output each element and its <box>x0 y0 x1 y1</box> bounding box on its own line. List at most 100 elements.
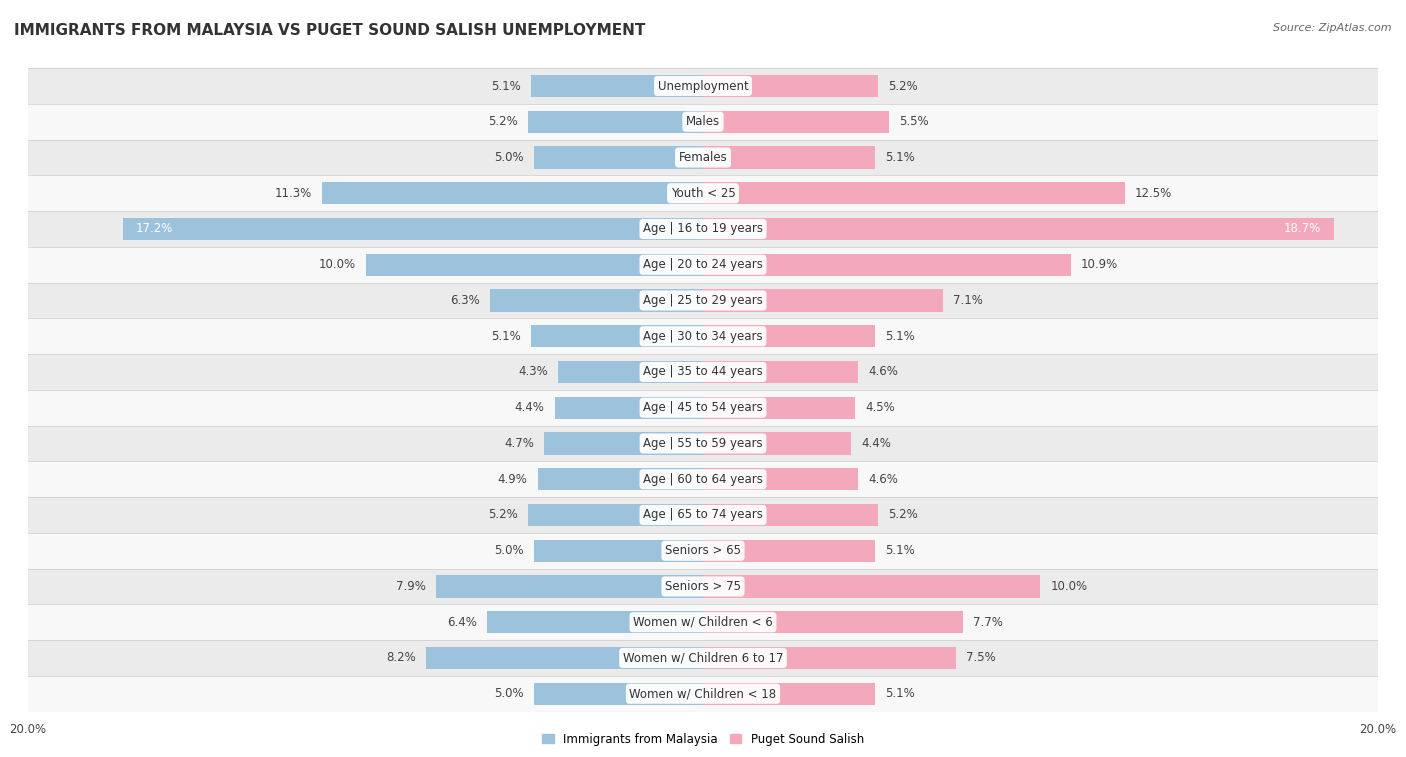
Text: 4.3%: 4.3% <box>517 366 548 378</box>
Bar <box>426 647 703 669</box>
Bar <box>703 326 875 347</box>
Text: 4.5%: 4.5% <box>865 401 894 414</box>
Text: Age | 16 to 19 years: Age | 16 to 19 years <box>643 223 763 235</box>
Text: 5.1%: 5.1% <box>886 544 915 557</box>
Text: Age | 55 to 59 years: Age | 55 to 59 years <box>643 437 763 450</box>
Bar <box>531 75 703 97</box>
Bar <box>558 361 703 383</box>
Text: 12.5%: 12.5% <box>1135 187 1173 200</box>
Text: Women w/ Children < 6: Women w/ Children < 6 <box>633 615 773 629</box>
Text: 5.2%: 5.2% <box>488 115 517 128</box>
Text: Seniors > 65: Seniors > 65 <box>665 544 741 557</box>
Text: 7.7%: 7.7% <box>973 615 1002 629</box>
Text: 5.1%: 5.1% <box>491 330 520 343</box>
Bar <box>703 540 875 562</box>
Text: IMMIGRANTS FROM MALAYSIA VS PUGET SOUND SALISH UNEMPLOYMENT: IMMIGRANTS FROM MALAYSIA VS PUGET SOUND … <box>14 23 645 38</box>
Text: Females: Females <box>679 151 727 164</box>
Bar <box>28 354 1378 390</box>
Bar <box>703 111 889 132</box>
Bar <box>28 640 1378 676</box>
Bar <box>28 533 1378 569</box>
Bar <box>703 75 879 97</box>
Bar <box>703 289 942 312</box>
Text: Males: Males <box>686 115 720 128</box>
Bar <box>28 247 1378 282</box>
Text: Source: ZipAtlas.com: Source: ZipAtlas.com <box>1274 23 1392 33</box>
Bar <box>527 111 703 132</box>
Bar <box>122 218 703 240</box>
Text: 18.7%: 18.7% <box>1284 223 1320 235</box>
Text: 4.6%: 4.6% <box>869 472 898 486</box>
Text: 5.1%: 5.1% <box>491 79 520 92</box>
Bar <box>28 425 1378 461</box>
Text: Age | 65 to 74 years: Age | 65 to 74 years <box>643 509 763 522</box>
Bar <box>554 397 703 419</box>
Bar <box>534 540 703 562</box>
Text: Unemployment: Unemployment <box>658 79 748 92</box>
Text: Age | 20 to 24 years: Age | 20 to 24 years <box>643 258 763 271</box>
Bar <box>703 575 1040 597</box>
Bar <box>28 176 1378 211</box>
Text: 5.0%: 5.0% <box>495 687 524 700</box>
Text: Age | 45 to 54 years: Age | 45 to 54 years <box>643 401 763 414</box>
Bar <box>703 218 1334 240</box>
Bar <box>703 504 879 526</box>
Text: 5.0%: 5.0% <box>495 544 524 557</box>
Text: Age | 35 to 44 years: Age | 35 to 44 years <box>643 366 763 378</box>
Text: 10.0%: 10.0% <box>1050 580 1088 593</box>
Text: Age | 25 to 29 years: Age | 25 to 29 years <box>643 294 763 307</box>
Text: 10.9%: 10.9% <box>1081 258 1118 271</box>
Bar <box>486 611 703 634</box>
Bar <box>703 611 963 634</box>
Bar <box>366 254 703 276</box>
Bar <box>703 468 858 491</box>
Bar <box>531 326 703 347</box>
Bar <box>28 497 1378 533</box>
Bar <box>703 683 875 705</box>
Text: Women w/ Children < 18: Women w/ Children < 18 <box>630 687 776 700</box>
Text: Women w/ Children 6 to 17: Women w/ Children 6 to 17 <box>623 652 783 665</box>
Text: 5.2%: 5.2% <box>889 509 918 522</box>
Text: 5.2%: 5.2% <box>488 509 517 522</box>
Text: 7.5%: 7.5% <box>966 652 995 665</box>
Bar <box>703 146 875 169</box>
Text: 5.1%: 5.1% <box>886 151 915 164</box>
Legend: Immigrants from Malaysia, Puget Sound Salish: Immigrants from Malaysia, Puget Sound Sa… <box>537 728 869 751</box>
Bar <box>703 397 855 419</box>
Text: 7.1%: 7.1% <box>953 294 983 307</box>
Bar <box>28 604 1378 640</box>
Text: Youth < 25: Youth < 25 <box>671 187 735 200</box>
Text: 4.9%: 4.9% <box>498 472 527 486</box>
Bar <box>28 569 1378 604</box>
Bar <box>703 254 1071 276</box>
Text: 5.2%: 5.2% <box>889 79 918 92</box>
Text: 4.4%: 4.4% <box>862 437 891 450</box>
Text: 4.6%: 4.6% <box>869 366 898 378</box>
Bar <box>534 683 703 705</box>
Bar <box>28 139 1378 176</box>
Text: 4.4%: 4.4% <box>515 401 544 414</box>
Bar <box>28 676 1378 712</box>
Bar <box>28 390 1378 425</box>
Bar <box>436 575 703 597</box>
Bar <box>703 361 858 383</box>
Text: 4.7%: 4.7% <box>505 437 534 450</box>
Text: 7.9%: 7.9% <box>396 580 426 593</box>
Text: 11.3%: 11.3% <box>274 187 312 200</box>
Bar <box>28 461 1378 497</box>
Text: Seniors > 75: Seniors > 75 <box>665 580 741 593</box>
Bar <box>537 468 703 491</box>
Text: 6.4%: 6.4% <box>447 615 477 629</box>
Text: 5.1%: 5.1% <box>886 687 915 700</box>
Text: 5.0%: 5.0% <box>495 151 524 164</box>
Text: Age | 60 to 64 years: Age | 60 to 64 years <box>643 472 763 486</box>
Text: 10.0%: 10.0% <box>318 258 356 271</box>
Bar <box>28 68 1378 104</box>
Text: 5.5%: 5.5% <box>898 115 928 128</box>
Text: 6.3%: 6.3% <box>450 294 481 307</box>
Bar <box>28 211 1378 247</box>
Bar <box>491 289 703 312</box>
Text: 5.1%: 5.1% <box>886 330 915 343</box>
Bar <box>703 647 956 669</box>
Bar <box>28 282 1378 319</box>
